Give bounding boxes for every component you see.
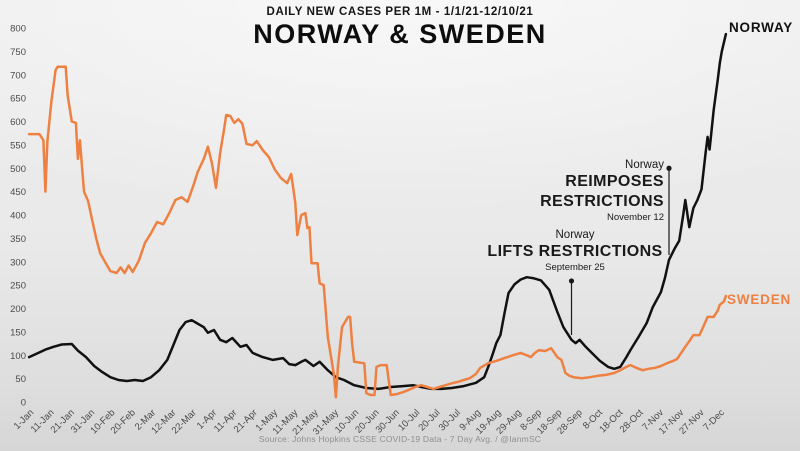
annotation-reimposes-action-1: REIMPOSES	[565, 173, 664, 191]
y-tick-label: 400	[10, 211, 26, 222]
y-tick-label: 700	[10, 70, 26, 81]
annotation-lifts-action: LIFTS RESTRICTIONS	[487, 243, 663, 261]
chart-header: DAILY NEW CASES PER 1M - 1/1/21-12/10/21…	[0, 0, 800, 50]
annotation-lifts-country: Norway	[555, 229, 595, 241]
y-tick-label: 0	[21, 398, 26, 409]
y-tick-label: 650	[10, 94, 26, 105]
y-tick-label: 150	[10, 327, 26, 338]
annotation-lifts: Norway LIFTS RESTRICTIONS September 25	[475, 228, 675, 274]
x-tick-label: 28-Oct	[618, 407, 646, 435]
y-tick-label: 600	[10, 117, 26, 128]
y-tick-label: 250	[10, 281, 26, 292]
x-tick-label: 10-Jul	[396, 407, 422, 433]
sweden-series-label: SWEDEN	[727, 292, 792, 307]
y-tick-label: 50	[15, 374, 26, 385]
y-tick-label: 750	[10, 47, 26, 58]
x-tick-label: 21-Apr	[232, 407, 260, 435]
x-tick-label: 30-Jul	[437, 407, 463, 433]
page-title: NORWAY & SWEDEN	[253, 19, 547, 49]
y-tick-label: 100	[10, 351, 26, 362]
annotation-lifts-date: September 25	[545, 262, 605, 274]
source-note: Source: Johns Hopkins CSSE COVID-19 Data…	[258, 434, 542, 444]
annotation-reimposes-action-2: RESTRICTIONS	[540, 193, 664, 211]
y-tick-label: 550	[10, 140, 26, 151]
y-tick-label: 350	[10, 234, 26, 245]
chart-subtitle: DAILY NEW CASES PER 1M - 1/1/21-12/10/21	[266, 6, 534, 18]
y-tick-label: 200	[10, 304, 26, 315]
x-tick-label: 20-Jul	[416, 407, 442, 433]
y-tick-label: 800	[10, 24, 26, 35]
annotation-lifts-marker-dot	[568, 278, 575, 284]
annotation-reimposes-marker-dot	[666, 165, 672, 171]
x-tick-label: 7-Dec	[701, 407, 727, 433]
annotation-reimposes: Norway REIMPOSES RESTRICTIONS November 1…	[540, 158, 664, 224]
annotation-reimposes-country: Norway	[625, 159, 664, 171]
sweden-line	[27, 65, 728, 399]
y-tick-label: 500	[10, 164, 26, 175]
y-tick-label: 450	[10, 187, 26, 198]
annotation-reimposes-date: November 12	[606, 212, 664, 224]
y-tick-label: 300	[10, 257, 26, 268]
norway-series-label: NORWAY	[729, 20, 794, 35]
